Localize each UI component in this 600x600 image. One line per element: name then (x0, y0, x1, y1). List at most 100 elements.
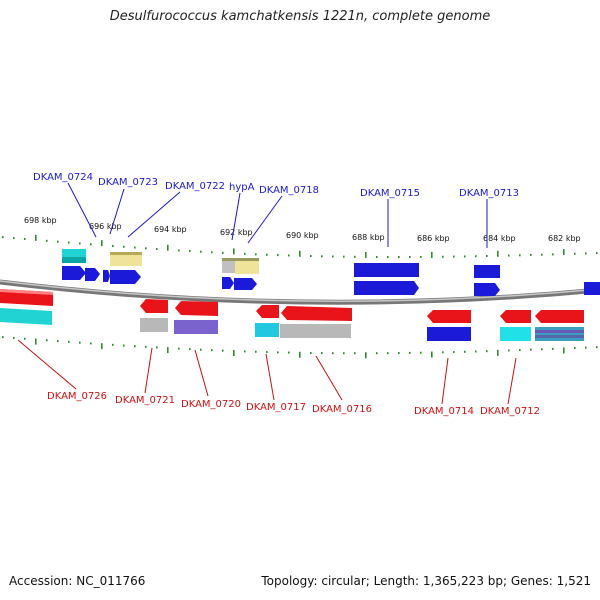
ruler-tick (156, 248, 158, 251)
gene-arrow-edge-right[interactable] (584, 282, 600, 295)
ruler-tick (552, 347, 554, 350)
ruler-tick (211, 251, 213, 254)
ruler-tick (68, 241, 70, 244)
scale-label-684: 684 kbp (483, 234, 516, 243)
ruler-tick (266, 351, 268, 354)
gene-box-yellow-0722[interactable] (110, 252, 142, 266)
gene-arrow-0713[interactable] (474, 283, 500, 296)
gene-label-DKAM_0717[interactable]: DKAM_0717 (246, 402, 306, 413)
ruler-tick (332, 255, 334, 258)
ruler-tick (310, 351, 312, 354)
genome-backbone-highlight (0, 280, 600, 302)
gene-label-hypA[interactable]: hypA (229, 182, 255, 193)
ruler-tick (288, 254, 290, 257)
ruler-tick (233, 350, 235, 357)
ruler-tick (156, 346, 158, 349)
gene-arrow-0722[interactable] (110, 270, 141, 284)
gene-box-grey-0716[interactable] (280, 324, 351, 338)
scale-label-686: 686 kbp (417, 234, 450, 243)
ruler-tick (398, 352, 400, 355)
ruler-tick (596, 252, 598, 255)
gene-arrow-0720[interactable] (175, 301, 218, 316)
ruler-tick (2, 336, 4, 339)
gene-label-DKAM_0714[interactable]: DKAM_0714 (414, 406, 474, 417)
gene-box-yellow-hypA[interactable] (235, 260, 259, 274)
ruler-tick (233, 248, 235, 255)
ruler-tick (145, 345, 147, 348)
scale-label-692: 692 kbp (220, 228, 253, 237)
ruler-tick (332, 352, 334, 355)
ruler-tick (46, 339, 48, 342)
gene-label-DKAM_0723[interactable]: DKAM_0723 (98, 177, 158, 188)
ruler-tick (387, 352, 389, 355)
scale-label-682: 682 kbp (548, 234, 581, 243)
upper-ruler (2, 234, 598, 259)
forward-genes (62, 249, 600, 296)
ruler-tick (35, 338, 37, 345)
ruler-tick (145, 247, 147, 250)
ruler-tick (90, 342, 92, 345)
ruler-tick (354, 352, 356, 355)
gene-box-0713[interactable] (474, 265, 500, 278)
ruler-tick (57, 340, 59, 343)
gene-box-grey-hypA[interactable] (222, 258, 235, 273)
gene-label-DKAM_0716[interactable]: DKAM_0716 (312, 404, 372, 415)
gene-box-grey-0721[interactable] (140, 318, 168, 332)
gene-label-DKAM_0718[interactable]: DKAM_0718 (259, 185, 319, 196)
ruler-tick (574, 252, 576, 255)
ruler-tick (310, 255, 312, 258)
gene-label-DKAM_0721[interactable]: DKAM_0721 (115, 395, 175, 406)
gene-label-DKAM_0726[interactable]: DKAM_0726 (47, 391, 107, 402)
gene-box-purple-0720[interactable] (174, 320, 218, 334)
gene-label-DKAM_0720[interactable]: DKAM_0720 (181, 399, 241, 410)
gene-arrow-0723a[interactable] (85, 268, 100, 281)
gene-box-0714[interactable] (427, 327, 471, 341)
gene-label-DKAM_0715[interactable]: DKAM_0715 (360, 188, 420, 199)
ruler-tick (530, 254, 532, 257)
ruler-tick (167, 347, 169, 354)
accession-text: Accession: NC_011766 (9, 574, 146, 588)
gene-label-DKAM_0712[interactable]: DKAM_0712 (480, 406, 540, 417)
ruler-tick (134, 246, 136, 249)
gene-arrow-0717[interactable] (256, 305, 279, 318)
gene-box-multi-0712[interactable] (535, 327, 584, 341)
gene-arrow-hypA[interactable] (222, 277, 234, 289)
gene-box-cyan-0726[interactable] (0, 308, 52, 325)
ruler-tick (222, 349, 224, 352)
gene-arrow-0712a[interactable] (500, 310, 531, 323)
ruler-tick (321, 352, 323, 355)
gene-arrow-0714[interactable] (427, 310, 471, 323)
ruler-tick (178, 249, 180, 252)
gene-box-cyan-0717[interactable] (255, 323, 279, 337)
ruler-tick (123, 344, 125, 347)
ruler-tick (90, 243, 92, 246)
ruler-tick (442, 255, 444, 258)
gene-arrow-0715[interactable] (354, 281, 419, 295)
ruler-tick (387, 256, 389, 259)
ruler-tick (519, 349, 521, 352)
gene-label-DKAM_0724[interactable]: DKAM_0724 (33, 172, 93, 183)
ruler-tick (453, 255, 455, 258)
gene-arrow-0724[interactable] (62, 266, 86, 280)
ruler-tick (398, 256, 400, 259)
gene-arrow-0723b[interactable] (103, 270, 110, 282)
genome-title: Desulfurococcus kamchatkensis 1221n, com… (109, 9, 491, 24)
ruler-tick (376, 352, 378, 355)
ruler-tick (13, 237, 15, 240)
reverse-genes (0, 289, 584, 341)
gene-box-0715[interactable] (354, 263, 419, 277)
gene-arrow-0712b[interactable] (535, 310, 584, 323)
gene-arrow-0721[interactable] (140, 299, 168, 313)
ruler-tick (420, 255, 422, 258)
lower-ruler (2, 336, 598, 359)
gene-arrow-0718[interactable] (234, 278, 257, 290)
gene-arrow-0716[interactable] (281, 306, 352, 321)
gene-label-DKAM_0713[interactable]: DKAM_0713 (459, 188, 519, 199)
ruler-tick (200, 250, 202, 253)
ruler-tick (211, 349, 213, 352)
gene-label-DKAM_0722[interactable]: DKAM_0722 (165, 181, 225, 192)
ruler-tick (574, 347, 576, 350)
ruler-tick (585, 346, 587, 349)
ruler-tick (112, 244, 114, 247)
gene-box-cyan-0712[interactable] (500, 327, 531, 341)
